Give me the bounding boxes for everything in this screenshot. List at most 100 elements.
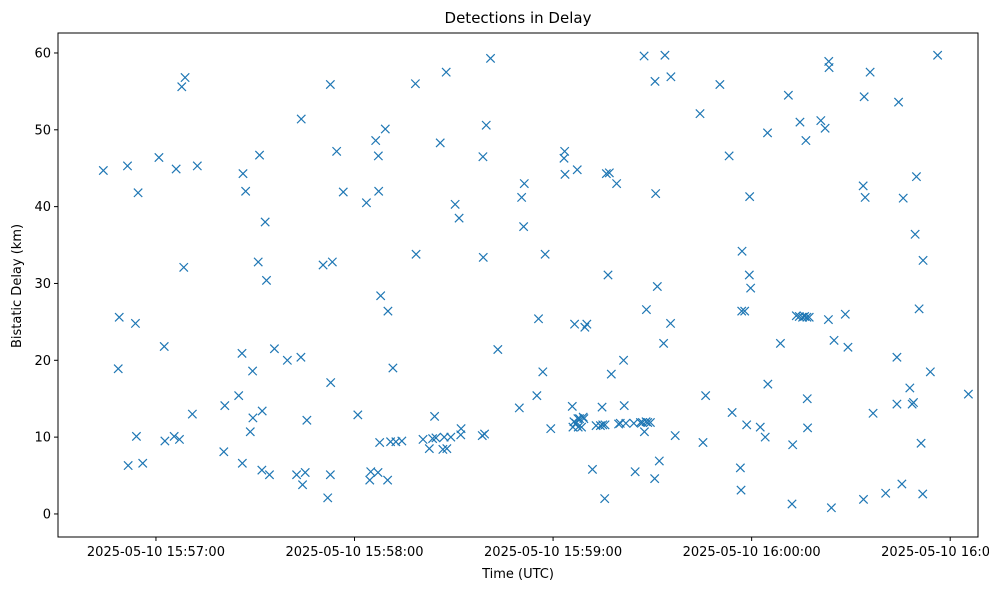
data-point [933, 50, 943, 60]
data-point [479, 429, 490, 439]
x-tick-label: 2025-05-10 16:01:00 [881, 545, 989, 560]
data-point [375, 437, 385, 448]
data-point [220, 400, 230, 411]
data-point [219, 447, 229, 457]
data-point [762, 128, 773, 138]
data-point [397, 436, 407, 446]
data-point [843, 342, 853, 352]
data-point [388, 363, 398, 373]
data-point [859, 92, 869, 102]
data-point [598, 420, 608, 430]
data-point [791, 311, 801, 321]
data-point [325, 79, 335, 90]
data-point [373, 151, 383, 161]
data-point [169, 431, 179, 441]
y-tick-label: 30 [34, 277, 51, 292]
x-tick-label: 2025-05-10 15:57:00 [87, 545, 225, 560]
y-axis-label: Bistatic Delay (km) [10, 224, 25, 348]
y-tick-label: 0 [43, 507, 51, 522]
y-tick-label: 60 [34, 46, 51, 61]
data-point [540, 249, 550, 259]
data-point [300, 467, 310, 478]
plot-background [58, 33, 978, 537]
data-point [325, 470, 335, 480]
data-point [296, 114, 306, 124]
data-point [760, 432, 770, 442]
data-point [485, 53, 496, 63]
data-point [441, 67, 451, 77]
data-point [578, 412, 588, 422]
data-point [621, 418, 631, 428]
data-point [618, 355, 629, 365]
data-point [736, 485, 746, 495]
data-point [332, 146, 342, 156]
data-point [695, 109, 705, 119]
data-point [905, 383, 915, 393]
data-point [641, 304, 652, 315]
data-point [253, 257, 263, 267]
data-point [582, 319, 592, 329]
data-point [291, 470, 302, 480]
data-point [797, 312, 808, 322]
data-point [654, 456, 664, 466]
data-point [133, 188, 143, 198]
data-point [187, 409, 197, 419]
data-point [456, 424, 466, 434]
data-point [611, 178, 622, 189]
data-point [908, 397, 919, 408]
data-point [365, 475, 375, 485]
data-point [745, 192, 755, 202]
data-point [742, 420, 752, 430]
data-point [435, 138, 445, 148]
data-point [604, 168, 614, 178]
data-point [893, 97, 904, 107]
data-point [802, 423, 813, 433]
data-point [775, 338, 786, 349]
data-point [98, 165, 108, 176]
data-point [892, 352, 902, 362]
y-tick-label: 10 [34, 431, 51, 446]
data-point [113, 364, 123, 374]
data-point [257, 465, 267, 475]
data-point [652, 281, 662, 292]
data-point [130, 318, 141, 329]
x-axis-label: Time (UTC) [481, 567, 554, 582]
data-point [858, 181, 868, 191]
data-point [802, 394, 812, 404]
data-point [154, 152, 164, 163]
data-point [650, 473, 660, 484]
data-point [820, 123, 830, 133]
data-point [366, 467, 376, 477]
data-point [237, 348, 247, 359]
data-point [639, 427, 650, 437]
data-point [323, 493, 333, 503]
data-point [248, 413, 258, 423]
data-point [665, 318, 676, 329]
data-point [701, 391, 711, 401]
data-point [670, 430, 680, 441]
data-point [559, 153, 569, 163]
data-point [171, 164, 181, 174]
data-point [737, 306, 747, 316]
data-point [660, 50, 670, 60]
data-point [241, 186, 251, 196]
data-point [698, 437, 708, 448]
data-point [840, 309, 850, 319]
data-point [254, 150, 265, 160]
data-point [737, 246, 747, 256]
data-point [493, 344, 503, 355]
data-point [597, 402, 607, 412]
data-point [234, 391, 244, 401]
data-point [532, 391, 542, 401]
data-point [560, 169, 570, 179]
data-point [123, 460, 133, 471]
data-point [746, 283, 756, 293]
data-point [826, 503, 837, 513]
data-point [963, 389, 974, 399]
data-point [257, 406, 267, 416]
data-point [338, 187, 348, 197]
data-point [519, 221, 529, 232]
data-point [601, 168, 611, 179]
data-point [910, 229, 920, 239]
data-point [427, 434, 438, 444]
